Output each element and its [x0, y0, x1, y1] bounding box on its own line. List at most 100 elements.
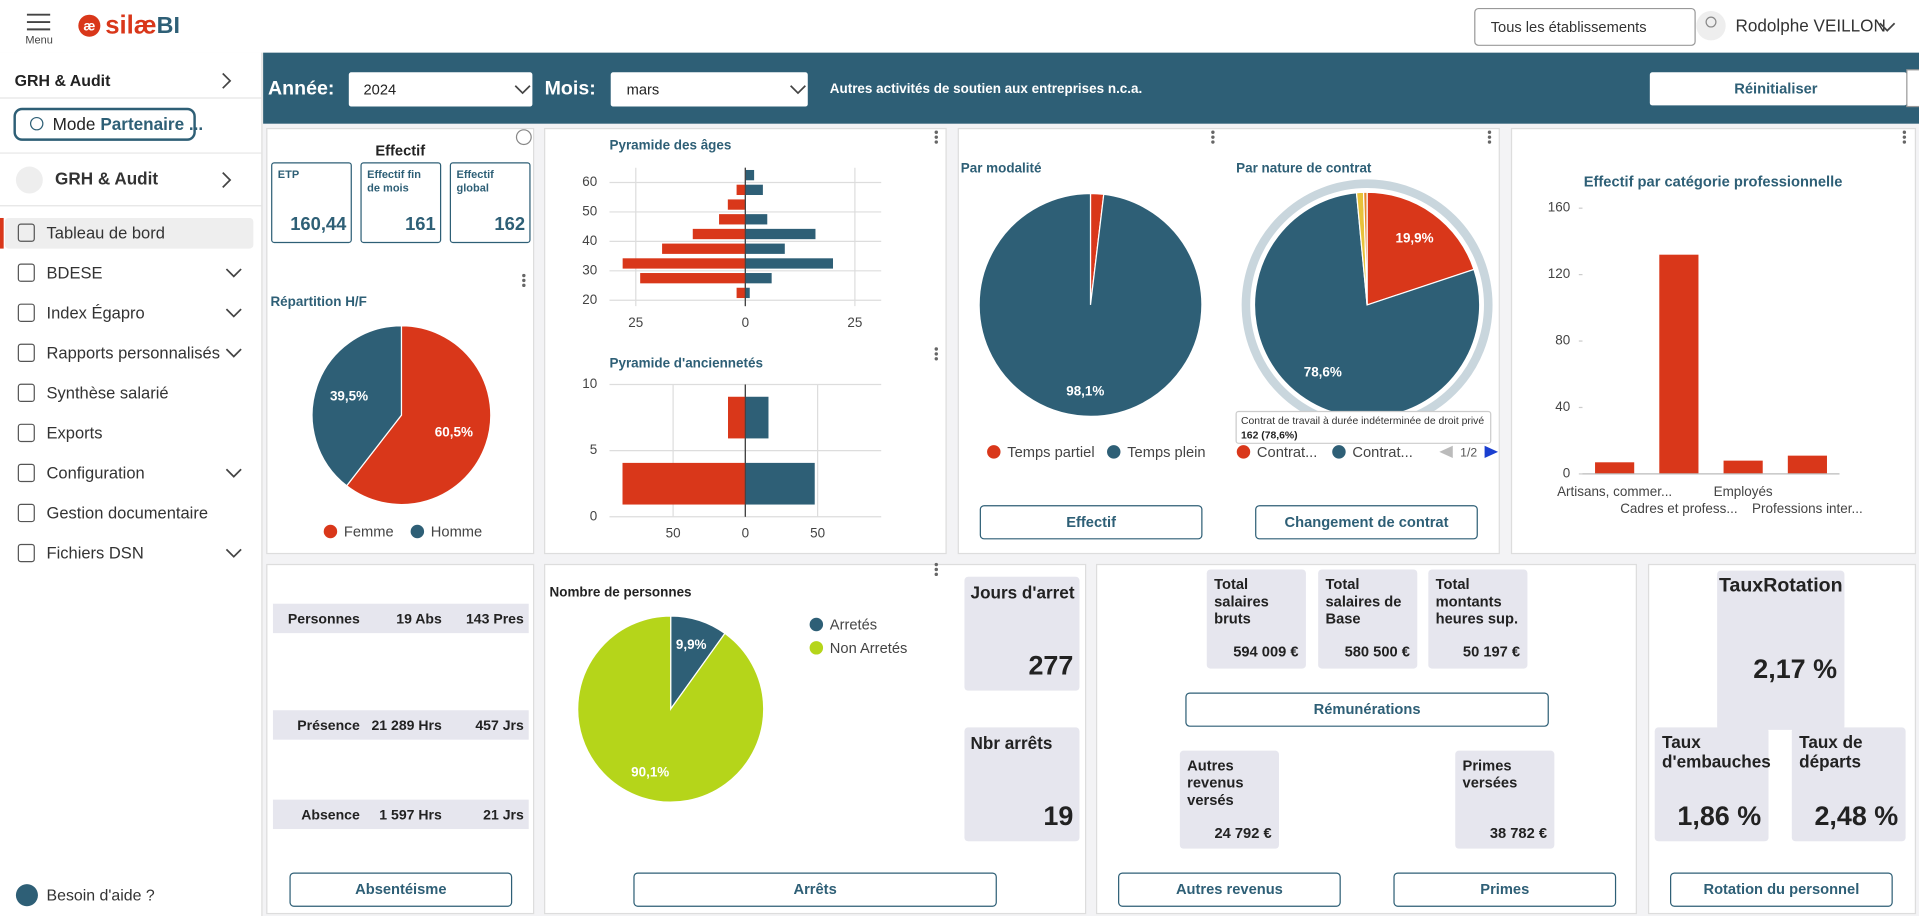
button[interactable] [289, 872, 513, 907]
sidebar-item[interactable]: Exports [47, 423, 103, 442]
button[interactable] [1118, 872, 1341, 907]
module-label[interactable]: GRH & Audit [55, 169, 158, 189]
reset-label[interactable]: Réinitialiser [1734, 81, 1818, 97]
sidebar-item[interactable]: Fichiers DSN [47, 544, 144, 563]
year-value[interactable]: 2024 [363, 82, 396, 98]
sidebar-item[interactable]: Tableau de bord [47, 223, 165, 242]
mode-label[interactable]: Mode Partenaire ... [53, 113, 204, 133]
kebab-dot[interactable] [934, 347, 938, 351]
pie-label: 90,1% [631, 764, 669, 779]
kebab-dot[interactable] [1902, 130, 1907, 134]
button[interactable] [979, 505, 1203, 540]
sidebar-item[interactable]: BDESE [47, 263, 103, 282]
kpi-card [1717, 570, 1845, 730]
sidebar-section: GRH & Audit [15, 73, 111, 90]
chevron-down[interactable] [225, 268, 242, 278]
establishment-select[interactable] [1474, 7, 1696, 46]
kebab-dot[interactable] [934, 130, 938, 134]
kebab-dot[interactable] [934, 357, 938, 361]
button-label[interactable]: Rotation du personnel [1703, 882, 1859, 898]
kpi-label: Total [1214, 577, 1248, 593]
kebab-dot[interactable] [1487, 135, 1492, 139]
kebab-dot[interactable] [1211, 135, 1215, 139]
button-label[interactable]: Effectif [1066, 515, 1116, 531]
menu-icon[interactable] [26, 13, 51, 31]
pie-label: 39,5% [330, 389, 368, 404]
button[interactable] [1670, 872, 1893, 907]
kebab-dot[interactable] [1902, 140, 1907, 144]
establishment-label[interactable]: Tous les établissements [1491, 20, 1647, 36]
item-icon [17, 543, 35, 563]
kebab-dot[interactable] [522, 283, 526, 288]
month-select[interactable] [610, 72, 808, 107]
kpi-card [1318, 569, 1418, 669]
button[interactable] [1255, 505, 1478, 540]
kebab-dot[interactable] [934, 567, 938, 572]
button-label[interactable]: Absentéisme [355, 882, 446, 898]
pie-slice [345, 325, 492, 506]
collapse-tab[interactable] [1906, 69, 1919, 108]
mode-button[interactable] [13, 107, 196, 141]
pager-prev[interactable] [1439, 445, 1453, 459]
chevron-down[interactable] [790, 85, 806, 95]
month-value[interactable]: mars [627, 82, 660, 98]
kebab-dot[interactable] [522, 273, 526, 278]
kpi-label: Taux [1662, 732, 1701, 752]
chevron-down[interactable] [225, 468, 242, 478]
button-label[interactable]: Changement de contrat [1284, 515, 1448, 531]
kpi-label: Effectif [457, 169, 495, 181]
chevron-right[interactable] [222, 172, 232, 188]
kpi-label: heures sup. [1436, 612, 1518, 628]
kebab-dot[interactable] [934, 352, 938, 356]
kebab-dot[interactable] [1902, 135, 1907, 139]
kebab-dot[interactable] [1487, 140, 1492, 144]
kpi-card [1179, 750, 1279, 849]
help-icon[interactable] [15, 884, 38, 907]
y-tick-label: 30 [582, 262, 597, 277]
chart-title: Par modalité [961, 161, 1042, 176]
chevron-down[interactable] [225, 548, 242, 558]
chevron-down[interactable] [1879, 22, 1896, 32]
kebab-dot[interactable] [934, 572, 938, 577]
chevron-down[interactable] [225, 308, 242, 318]
help-button[interactable] [515, 129, 532, 146]
button[interactable] [1185, 692, 1549, 727]
kpi-label: TauxRotation [1719, 575, 1843, 597]
kebab-dot[interactable] [1211, 130, 1215, 134]
button-label[interactable]: Arrêts [793, 882, 836, 898]
pager-next[interactable] [1484, 445, 1499, 459]
mode-part[interactable]: Partenaire ... [100, 113, 203, 133]
kebab-dot[interactable] [1211, 140, 1215, 144]
year-select[interactable] [348, 72, 533, 107]
mode-part[interactable]: Mode [53, 113, 96, 133]
button[interactable] [1393, 872, 1617, 907]
kpi-value: 24 792 € [1214, 826, 1271, 842]
kebab-dot[interactable] [934, 135, 938, 139]
sidebar-item[interactable]: Index Égapro [47, 303, 145, 322]
bar [719, 214, 746, 225]
chevron-right[interactable] [222, 72, 232, 89]
mode-icon[interactable] [29, 116, 44, 131]
button-label[interactable]: Rémunérations [1314, 702, 1421, 718]
button[interactable] [633, 872, 997, 907]
kebab-dot[interactable] [522, 278, 526, 283]
kebab-dot[interactable] [1487, 130, 1492, 134]
kebab-dot[interactable] [934, 140, 938, 144]
tooltip-label: Contrat de travail à durée indéterminée … [1241, 416, 1484, 427]
chevron-down[interactable] [514, 85, 531, 95]
sidebar-item[interactable]: Gestion documentaire [47, 504, 209, 523]
bar [745, 287, 750, 299]
sidebar-item[interactable]: Rapports personnalisés [47, 343, 220, 362]
sidebar-item[interactable]: Configuration [47, 464, 145, 483]
table-row [272, 799, 529, 830]
kebab-dot[interactable] [934, 562, 938, 567]
button-label[interactable]: Autres revenus [1176, 882, 1283, 898]
kpi-card [271, 162, 352, 244]
button-label[interactable]: Primes [1480, 882, 1529, 898]
x-tick-label: 25 [847, 315, 862, 330]
user-name[interactable]: Rodolphe VEILLON [1735, 15, 1885, 35]
help-label[interactable]: Besoin d'aide ? [47, 888, 155, 905]
reset-button[interactable] [1649, 72, 1907, 106]
chevron-down[interactable] [225, 348, 242, 358]
sidebar-item[interactable]: Synthèse salarié [47, 383, 169, 402]
